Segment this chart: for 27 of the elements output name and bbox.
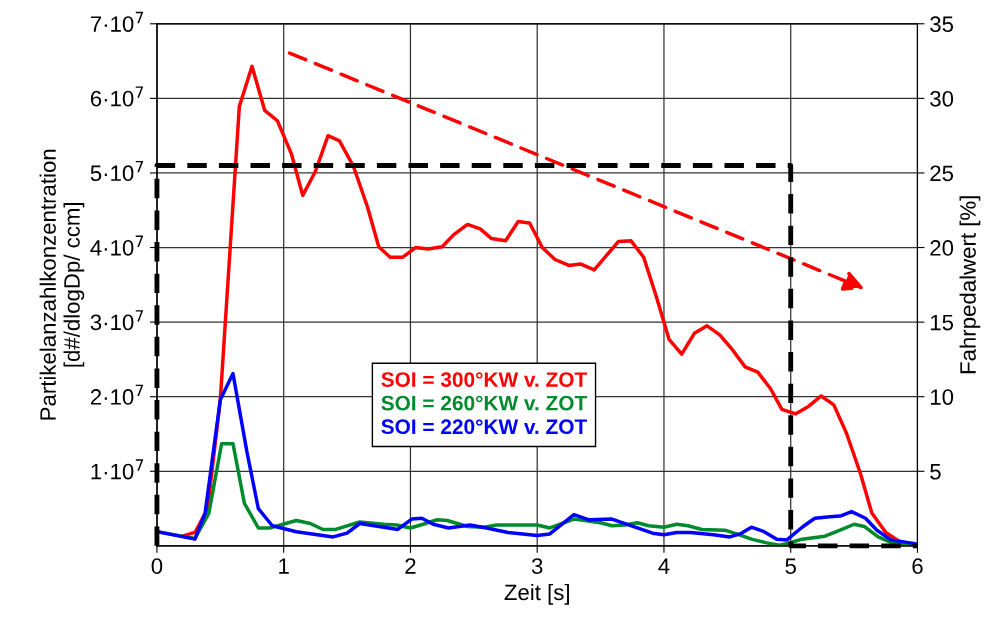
- y-tick-label: 4·10$^{7}$: [90, 235, 144, 256]
- y-axis-title: Partikelanzahlkonzentration [d#/dlogDp/ ccm]: [39, 149, 85, 420]
- x-tick-label: 2: [405, 558, 416, 574]
- y2-axis-title: Fahrpedalwert [%]: [959, 196, 981, 374]
- text: SOI = 300°KW v. ZOT: [381, 372, 587, 387]
- x-tick-label: 4: [658, 558, 670, 574]
- y2-tick-label: 25: [930, 165, 954, 182]
- x-tick-label: 1: [279, 558, 289, 574]
- x-tick-label: 6: [912, 558, 923, 574]
- x-tick-label: 3: [531, 558, 543, 574]
- x-tick-label: 0: [151, 558, 163, 574]
- x-axis-title: Zeit [s]: [504, 583, 569, 605]
- x-tick-label: 5: [785, 558, 796, 574]
- text: SOI = 220°KW v. ZOT: [381, 419, 587, 435]
- y-tick-label: 5·10$^{7}$: [90, 161, 144, 182]
- y-tick-label: 2·10$^{7}$: [90, 384, 144, 405]
- y2-tick-label: 15: [930, 314, 954, 331]
- y-tick-label: 6·10$^{7}$: [90, 86, 144, 107]
- y2-tick-label: 5: [930, 464, 941, 480]
- y2-tick-label: 35: [930, 16, 954, 33]
- y2-tick-label: 30: [930, 90, 954, 107]
- y-tick-label: 3·10$^{7}$: [90, 310, 144, 331]
- text: SOI = 260°KW v. ZOT: [381, 395, 587, 411]
- y-tick-label: 1·10$^{7}$: [91, 459, 144, 480]
- y-tick-label: 7·10$^{7}$: [90, 11, 144, 32]
- y2-tick-label: 10: [930, 389, 954, 405]
- y2-tick-label: 20: [930, 240, 954, 256]
